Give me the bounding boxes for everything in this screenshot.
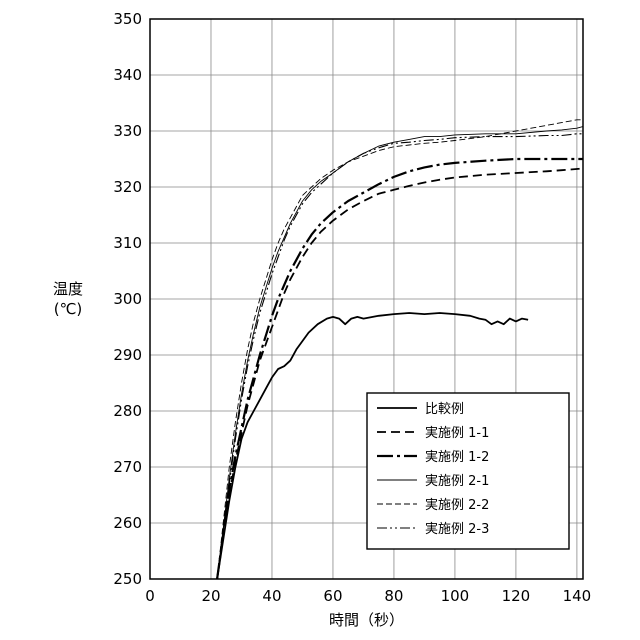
y-tick-label: 350 [113, 10, 142, 28]
y-tick-label: 340 [113, 66, 142, 84]
x-tick-label: 140 [563, 587, 592, 605]
legend-label: 実施例 1-1 [425, 425, 489, 441]
legend-label: 実施例 2-3 [425, 521, 489, 537]
y-tick-label: 250 [113, 570, 142, 588]
y-axis-title: (℃) [54, 300, 83, 318]
y-axis-title: 温度 [53, 280, 83, 298]
x-axis-title: 時間（秒） [329, 611, 404, 629]
x-tick-label: 100 [441, 587, 470, 605]
y-tick-label: 260 [113, 514, 142, 532]
y-tick-label: 300 [113, 290, 142, 308]
x-tick-label: 0 [145, 587, 155, 605]
legend-label: 実施例 2-1 [425, 473, 489, 489]
y-tick-label: 320 [113, 178, 142, 196]
legend-label: 実施例 1-2 [425, 449, 489, 465]
y-tick-label: 310 [113, 234, 142, 252]
y-tick-label: 290 [113, 346, 142, 364]
legend-label: 比較例 [425, 402, 464, 417]
x-tick-label: 120 [502, 587, 531, 605]
legend-label: 実施例 2-2 [425, 497, 489, 513]
x-tick-label: 80 [384, 587, 403, 605]
y-tick-label: 280 [113, 402, 142, 420]
x-tick-label: 20 [201, 587, 220, 605]
x-tick-label: 60 [323, 587, 342, 605]
x-tick-label: 40 [262, 587, 281, 605]
axis-titles: 時間（秒） 温度 (℃) [53, 280, 404, 629]
y-tick-label: 270 [113, 458, 142, 476]
y-tick-label: 330 [113, 122, 142, 140]
legend: 比較例実施例 1-1 実施例 1-2 実施例 2-1 実施例 2-2 実施例 2-3 [367, 393, 569, 549]
